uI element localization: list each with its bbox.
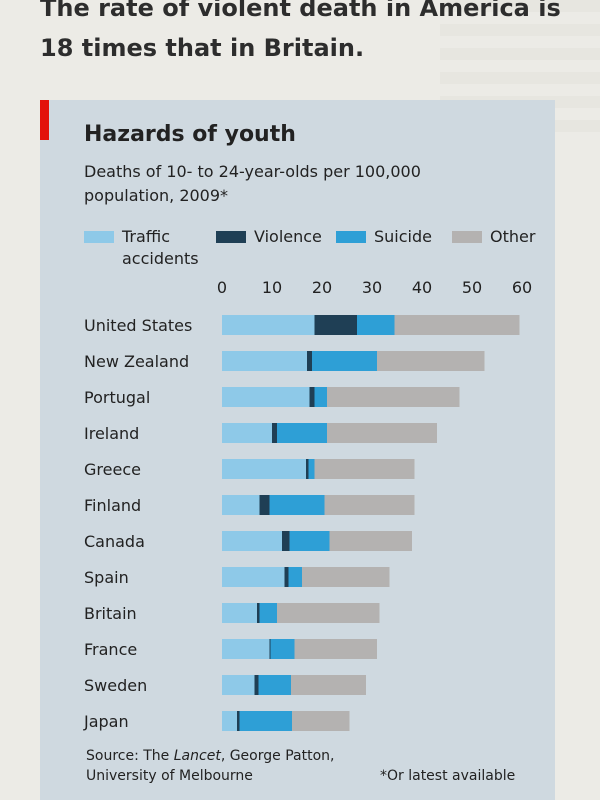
legend-label-other: Other	[490, 227, 536, 246]
chart-title: Hazards of youth	[84, 122, 296, 147]
category-label-spain: Spain	[84, 568, 129, 587]
legend-label-traffic: Traffic accidents	[122, 227, 199, 268]
bar-canada-other	[329, 531, 412, 551]
x-tick-label-50: 50	[462, 278, 482, 297]
bar-finland-traffic	[222, 495, 260, 515]
bar-sweden-suicide	[258, 675, 291, 695]
category-label-sweden: Sweden	[84, 676, 147, 695]
bar-japan-other	[292, 711, 350, 731]
x-tick-label-10: 10	[262, 278, 282, 297]
legend-swatch-suicide	[336, 231, 366, 243]
bar-portugal-suicide	[314, 387, 327, 407]
bar-spain-suicide	[288, 567, 302, 587]
source-prefix: Source: The	[86, 748, 174, 764]
bar-new-zealand-suicide	[312, 351, 377, 371]
category-label-new-zealand: New Zealand	[84, 352, 189, 371]
bar-japan-suicide	[239, 711, 292, 731]
chart-subtitle: Deaths of 10- to 24-year-olds per 100,00…	[84, 162, 421, 205]
category-label-france: France	[84, 640, 137, 659]
bar-finland-suicide	[269, 495, 325, 515]
bar-new-zealand-other	[377, 351, 485, 371]
legend-swatch-violence	[216, 231, 246, 243]
bar-portugal-traffic	[222, 387, 310, 407]
category-label-britain: Britain	[84, 604, 137, 623]
bar-france-traffic	[222, 639, 270, 659]
bar-france-other	[294, 639, 377, 659]
bar-united-states-suicide	[357, 315, 395, 335]
bar-united-states-traffic	[222, 315, 315, 335]
footnote: *Or latest available	[380, 768, 516, 784]
x-tick-label-40: 40	[412, 278, 432, 297]
article-headline: The rate of violent death in America is …	[40, 0, 561, 62]
bar-new-zealand-traffic	[222, 351, 307, 371]
x-tick-label-20: 20	[312, 278, 332, 297]
bar-spain-other	[302, 567, 390, 587]
bar-japan-violence	[237, 711, 240, 731]
bar-greece-other	[314, 459, 415, 479]
bar-greece-traffic	[222, 459, 306, 479]
bar-france-violence	[269, 639, 271, 659]
bar-britain-other	[277, 603, 380, 623]
source-suffix: , George Patton, University of Melbourne	[86, 748, 335, 784]
category-label-ireland: Ireland	[84, 424, 139, 443]
category-label-japan: Japan	[83, 712, 129, 731]
bar-britain-traffic	[222, 603, 257, 623]
x-tick-label-0: 0	[217, 278, 227, 297]
bar-finland-other	[324, 495, 415, 515]
bar-ireland-other	[327, 423, 437, 443]
bar-greece-violence	[306, 459, 309, 479]
bar-finland-violence	[259, 495, 270, 515]
legend: Traffic accidents Violence Suicide Other	[84, 226, 554, 276]
bar-britain-violence	[257, 603, 260, 623]
bar-canada-violence	[282, 531, 290, 551]
bar-japan-traffic	[222, 711, 237, 731]
legend-label-suicide: Suicide	[374, 227, 432, 246]
source-note: Source: The Lancet, George Patton, Unive…	[86, 746, 386, 786]
bar-new-zealand-violence	[307, 351, 312, 371]
bar-sweden-violence	[254, 675, 259, 695]
bar-portugal-violence	[309, 387, 315, 407]
bar-britain-suicide	[259, 603, 277, 623]
bar-ireland-violence	[272, 423, 277, 443]
category-label-portugal: Portugal	[84, 388, 150, 407]
category-label-finland: Finland	[84, 496, 141, 515]
legend-swatch-traffic	[84, 231, 114, 243]
bar-spain-violence	[284, 567, 289, 587]
bar-sweden-other	[291, 675, 366, 695]
bar-united-states-violence	[314, 315, 357, 335]
bar-ireland-suicide	[277, 423, 327, 443]
bar-greece-suicide	[308, 459, 315, 479]
category-label-canada: Canada	[84, 532, 145, 551]
x-tick-label-30: 30	[362, 278, 382, 297]
bar-france-suicide	[270, 639, 295, 659]
legend-swatch-other	[452, 231, 482, 243]
bar-united-states-other	[394, 315, 520, 335]
bar-canada-suicide	[289, 531, 330, 551]
legend-label-violence: Violence	[254, 227, 322, 246]
source-journal: Lancet	[173, 748, 221, 764]
bar-portugal-other	[327, 387, 460, 407]
bar-canada-traffic	[222, 531, 282, 551]
bar-sweden-traffic	[222, 675, 255, 695]
bar-ireland-traffic	[222, 423, 272, 443]
accent-bar	[40, 100, 49, 140]
bar-spain-traffic	[222, 567, 285, 587]
x-tick-label-60: 60	[512, 278, 532, 297]
category-label-greece: Greece	[84, 460, 141, 479]
category-label-united-states: United States	[84, 316, 192, 335]
